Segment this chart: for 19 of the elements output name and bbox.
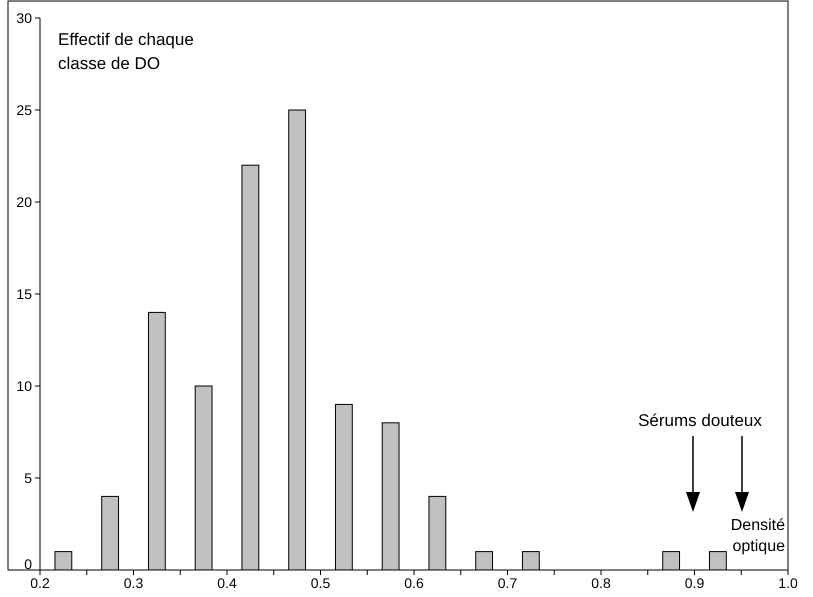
x-axis-title: Densité optique [730, 517, 786, 555]
x-tick-label: 0.6 [404, 574, 424, 591]
annotation: Sérums douteux [638, 411, 762, 430]
y-tick-label: 10 [16, 378, 32, 394]
y-tick-label: 20 [16, 194, 32, 210]
y-tick-label: 25 [16, 102, 32, 118]
x-tick-label: 0.3 [124, 574, 144, 591]
x-tick-label: 0.4 [217, 574, 237, 591]
y-tick-label: 30 [16, 10, 32, 26]
y-tick-label: 5 [24, 470, 32, 486]
y-tick-label: 15 [16, 286, 32, 302]
x-tick-label: 0.2 [30, 574, 50, 591]
y-axis-title: Effectif de chaque classe de DO [58, 30, 194, 73]
x-tick-label: 0.9 [684, 574, 704, 591]
y-tick-label: 0 [24, 556, 32, 572]
x-tick-label: 1.0 [778, 574, 798, 591]
x-tick-label: 0.5 [310, 574, 330, 591]
x-tick-label: 0.8 [591, 574, 611, 591]
x-tick-label: 0.7 [498, 574, 518, 591]
